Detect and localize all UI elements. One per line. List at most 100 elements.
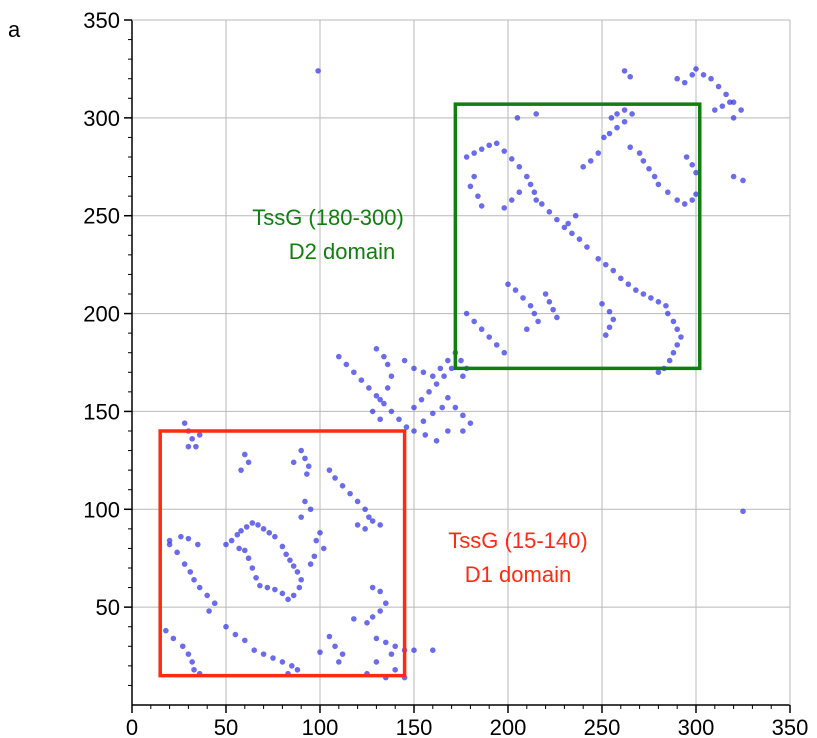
point-20-8 bbox=[524, 173, 530, 180]
point-2-0 bbox=[163, 627, 169, 634]
point-28-2 bbox=[610, 316, 617, 323]
point-2-1 bbox=[170, 635, 177, 642]
point-0-4 bbox=[243, 524, 250, 530]
point-27-1 bbox=[546, 299, 553, 305]
point-18-2 bbox=[420, 369, 427, 376]
point-24-2 bbox=[610, 267, 617, 274]
point-13-0 bbox=[373, 635, 380, 642]
point-16-15 bbox=[452, 404, 459, 411]
point-38-0 bbox=[565, 220, 571, 227]
point-9-2 bbox=[320, 545, 327, 552]
point-17-2 bbox=[384, 361, 391, 368]
point-32-2 bbox=[674, 326, 680, 333]
point-22-2 bbox=[516, 189, 523, 196]
point-12-0 bbox=[369, 584, 376, 591]
point-0-24 bbox=[249, 565, 256, 571]
point-1-6 bbox=[279, 659, 286, 665]
point-0-21 bbox=[264, 584, 271, 591]
panel-letter: a bbox=[8, 17, 21, 42]
point-11-1 bbox=[377, 522, 383, 528]
point-17-3 bbox=[388, 373, 395, 380]
point-34-7 bbox=[730, 115, 737, 121]
point-14-1 bbox=[332, 643, 338, 650]
point-6-0 bbox=[242, 451, 248, 458]
point-0-14 bbox=[294, 569, 301, 575]
point-0-2 bbox=[234, 531, 241, 538]
point-17-1 bbox=[381, 353, 387, 360]
point-0-19 bbox=[279, 590, 286, 597]
point-41-0 bbox=[740, 508, 746, 515]
point-21-0 bbox=[471, 173, 477, 180]
point-9-1 bbox=[313, 537, 320, 544]
point-0-6 bbox=[255, 522, 261, 528]
point-30-6 bbox=[665, 189, 671, 196]
point-23-3 bbox=[554, 216, 560, 223]
point-1-5 bbox=[270, 655, 276, 661]
point-31-2 bbox=[693, 169, 699, 176]
point-33-1 bbox=[627, 73, 633, 80]
domain-box-1 bbox=[158, 429, 407, 678]
point-20-0 bbox=[463, 154, 470, 160]
point-16-0 bbox=[336, 353, 342, 360]
x-tick-label-100: 100 bbox=[302, 715, 339, 738]
point-11-0 bbox=[369, 518, 376, 524]
point-19-5 bbox=[448, 365, 455, 372]
axes: 0 50 100 150 200 250 300 350 50 100 150 200 250 300 35… bbox=[83, 8, 808, 738]
point-19-0 bbox=[411, 404, 417, 411]
point-15-0 bbox=[383, 600, 389, 607]
point-7-0 bbox=[298, 447, 305, 454]
point-1-7 bbox=[289, 663, 295, 669]
point-3-6 bbox=[204, 592, 210, 599]
y-tick-label-250: 250 bbox=[83, 204, 120, 229]
point-3-3 bbox=[187, 569, 194, 575]
point-29-7 bbox=[601, 134, 607, 141]
point-29-2 bbox=[621, 107, 628, 113]
point-16-13 bbox=[439, 404, 446, 411]
y-tick-label-200: 200 bbox=[83, 302, 120, 327]
point-27-2 bbox=[550, 306, 556, 313]
point-10-0 bbox=[326, 467, 333, 473]
point-32-4 bbox=[674, 342, 680, 348]
point-5-4 bbox=[196, 432, 203, 438]
point-18-5 bbox=[445, 357, 451, 364]
point-0-22 bbox=[257, 582, 263, 589]
point-16-4 bbox=[366, 385, 372, 391]
point-23-2 bbox=[546, 209, 553, 215]
d2-label-line2: D2 domain bbox=[289, 239, 395, 264]
point-29-3 bbox=[629, 111, 635, 117]
point-26-6 bbox=[524, 326, 530, 333]
point-18-9 bbox=[460, 373, 466, 380]
point-24-7 bbox=[648, 295, 654, 301]
point-16-21 bbox=[422, 432, 429, 438]
point-19-2 bbox=[426, 389, 432, 395]
point-33-0 bbox=[621, 68, 628, 74]
point-19-3 bbox=[433, 381, 440, 387]
point-0-10 bbox=[279, 543, 286, 550]
point-24-3 bbox=[618, 275, 624, 282]
point-0-13 bbox=[290, 563, 297, 569]
point-5-2 bbox=[189, 436, 195, 442]
point-25-3 bbox=[486, 334, 493, 340]
point-8-1 bbox=[307, 506, 314, 513]
data-points bbox=[163, 66, 746, 681]
point-10-5 bbox=[362, 506, 368, 513]
point-23-6 bbox=[576, 236, 583, 242]
point-10-1 bbox=[332, 475, 338, 481]
point-20-1 bbox=[471, 150, 477, 156]
point-34-0 bbox=[693, 66, 699, 72]
point-16-10 bbox=[411, 428, 417, 434]
point-43-1 bbox=[730, 173, 737, 180]
point-24-8 bbox=[655, 299, 662, 305]
point-30-7 bbox=[674, 197, 680, 203]
point-25-5 bbox=[501, 349, 508, 356]
point-30-8 bbox=[681, 201, 688, 207]
point-26-3 bbox=[527, 302, 534, 309]
point-20-9 bbox=[527, 181, 534, 188]
point-0-3 bbox=[238, 528, 244, 534]
point-13-5 bbox=[411, 647, 417, 653]
point-18-3 bbox=[430, 373, 436, 380]
point-30-1 bbox=[636, 150, 643, 156]
point-21-1 bbox=[467, 183, 474, 190]
point-0-18 bbox=[285, 596, 291, 603]
